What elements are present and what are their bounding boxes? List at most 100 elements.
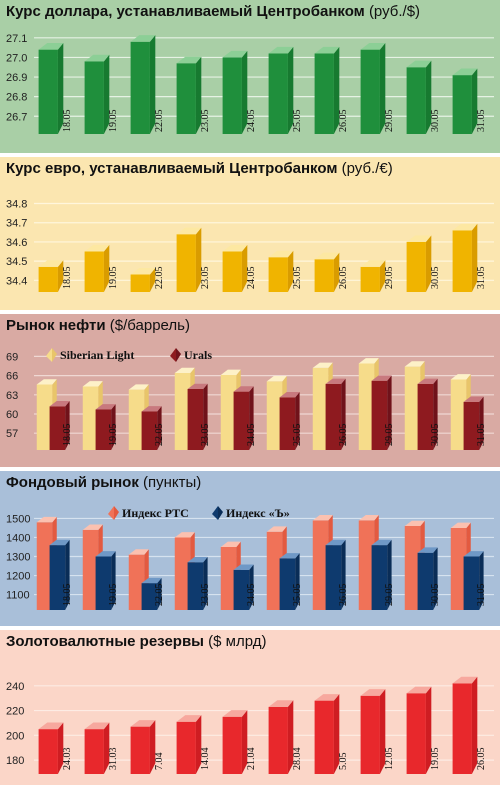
y-tick-label: 240 <box>6 681 24 693</box>
usd-rate-chart: 27.1 27.0 26.9 26.8 26.7 18.05 19.05 22.05 23.05… <box>0 0 500 153</box>
x-tick-label: 29.05 <box>384 267 395 290</box>
y-tick-label: 60 <box>6 409 18 421</box>
bar <box>38 722 64 774</box>
panel-title-unit: (пункты) <box>143 474 202 491</box>
bar <box>268 700 294 774</box>
bar <box>176 715 202 774</box>
y-tick-label: 1100 <box>6 590 30 602</box>
bar-series-2 <box>463 396 484 450</box>
stock-market-chart: 1500 1400 1300 1200 1100 18.05 19.05 22.05 23.05… <box>0 471 500 626</box>
x-tick-label: 7.04 <box>154 753 165 771</box>
x-tick-label: 19.05 <box>430 748 441 771</box>
bar <box>38 42 64 135</box>
y-tick-label: 34.4 <box>6 275 27 287</box>
x-tick-label: 19.05 <box>108 109 119 132</box>
legend-label: Индекс «Ъ» <box>226 506 290 520</box>
y-tick-label: 57 <box>6 428 18 440</box>
y-tick-label: 1300 <box>6 552 30 564</box>
x-tick-label: 22.05 <box>154 267 165 290</box>
bar-series-2 <box>371 539 392 610</box>
bar <box>222 244 248 292</box>
panel-title-text: Курс доллара, устанавливаемый Центробанк… <box>6 3 365 20</box>
bar <box>360 260 386 292</box>
x-tick-label: 19.05 <box>108 267 119 290</box>
bar-series-2 <box>417 547 438 610</box>
bar <box>268 250 294 292</box>
bar-series-2 <box>49 539 70 610</box>
bar-series-2 <box>187 556 208 610</box>
y-tick-label: 1400 <box>6 532 30 544</box>
bar-series-2 <box>279 553 300 610</box>
eur-rate-panel: 34.8 34.7 34.6 34.5 34.4 18.05 19.05 22.05 23.05… <box>0 157 500 310</box>
x-tick-label: 25.05 <box>292 424 303 447</box>
panel-title: Золотовалютные резервы ($ млрд) <box>6 633 266 650</box>
bar-series-2 <box>95 404 116 450</box>
x-tick-label: 31.05 <box>476 584 487 607</box>
bar-series-2 <box>187 383 208 450</box>
legend-label: Индекс РТС <box>122 506 189 520</box>
y-tick-label: 26.8 <box>6 92 27 104</box>
x-tick-label: 31.05 <box>476 110 487 133</box>
x-tick-label: 26.05 <box>338 584 349 607</box>
bar-series-2 <box>371 375 392 450</box>
y-tick-label: 34.5 <box>6 256 27 268</box>
bar <box>314 46 340 134</box>
y-tick-label: 34.7 <box>6 218 27 230</box>
bar <box>130 35 156 134</box>
x-tick-label: 24.05 <box>246 267 257 290</box>
y-tick-label: 180 <box>6 755 24 767</box>
y-tick-label: 34.8 <box>6 199 27 211</box>
y-tick-label: 220 <box>6 706 24 718</box>
panel-title: Курс доллара, устанавливаемый Центробанк… <box>6 3 420 20</box>
bar <box>360 42 386 135</box>
x-tick-label: 18.05 <box>62 267 73 290</box>
x-tick-label: 18.05 <box>62 424 73 447</box>
x-tick-label: 31.05 <box>476 267 487 290</box>
x-tick-label: 22.05 <box>154 110 165 133</box>
x-tick-label: 23.05 <box>200 267 211 290</box>
x-tick-label: 19.05 <box>108 424 119 447</box>
x-tick-label: 23.05 <box>200 584 211 607</box>
stock-market-panel: 1500 1400 1300 1200 1100 18.05 19.05 22.05 23.05… <box>0 471 500 626</box>
panel-title-unit: ($/баррель) <box>109 317 190 334</box>
bar <box>406 235 432 292</box>
x-tick-label: 26.05 <box>338 424 349 447</box>
x-tick-label: 30.05 <box>430 424 441 447</box>
bar-series-2 <box>325 539 346 610</box>
y-tick-label: 200 <box>6 730 24 742</box>
x-tick-label: 24.05 <box>246 110 257 133</box>
bar <box>84 54 110 134</box>
x-tick-label: 31.03 <box>108 748 119 771</box>
x-tick-label: 23.05 <box>200 424 211 447</box>
bar-series-2 <box>325 378 346 450</box>
panel-title: Фондовый рынок (пункты) <box>6 474 201 491</box>
bar <box>452 68 478 134</box>
x-tick-label: 26.05 <box>476 748 487 771</box>
bar <box>360 689 386 774</box>
bar <box>314 694 340 774</box>
x-tick-label: 18.05 <box>62 110 73 133</box>
x-tick-label: 29.05 <box>384 110 395 133</box>
legend-item: Индекс «Ъ» <box>212 506 290 520</box>
y-tick-label: 69 <box>6 351 18 363</box>
x-tick-label: 26.05 <box>338 267 349 290</box>
x-tick-label: 29.05 <box>384 584 395 607</box>
y-tick-label: 26.7 <box>6 111 27 123</box>
x-tick-label: 30.05 <box>430 267 441 290</box>
legend-label: Urals <box>184 348 212 362</box>
panel-title: Курс евро, устанавливаемый Центробанком … <box>6 160 393 177</box>
y-tick-label: 27.1 <box>6 33 27 45</box>
x-tick-label: 23.05 <box>200 110 211 133</box>
bar <box>222 710 248 774</box>
x-tick-label: 22.05 <box>154 424 165 447</box>
panel-title-text: Рынок нефти <box>6 317 106 334</box>
bar <box>452 676 478 774</box>
y-tick-label: 66 <box>6 371 18 383</box>
legend-swatch <box>46 348 52 362</box>
reserves-panel: 240 220 200 180 24.03 31.03 7.04 14.04 21.04 28.0… <box>0 630 500 785</box>
panel-title-unit: (руб./€) <box>341 160 393 177</box>
legend-item: Siberian Light <box>46 348 134 362</box>
x-tick-label: 25.05 <box>292 584 303 607</box>
panel-title-text: Фондовый рынок <box>6 474 139 491</box>
x-tick-label: 25.05 <box>292 267 303 290</box>
